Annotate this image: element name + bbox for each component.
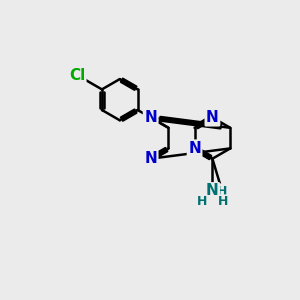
Text: N: N — [144, 110, 157, 125]
Text: N: N — [206, 183, 219, 198]
Text: Cl: Cl — [69, 68, 85, 82]
Text: N: N — [188, 141, 201, 156]
Text: N: N — [206, 110, 219, 125]
Text: N: N — [144, 151, 157, 166]
Text: H: H — [218, 195, 228, 208]
Text: H: H — [217, 185, 227, 198]
Text: H: H — [196, 195, 207, 208]
